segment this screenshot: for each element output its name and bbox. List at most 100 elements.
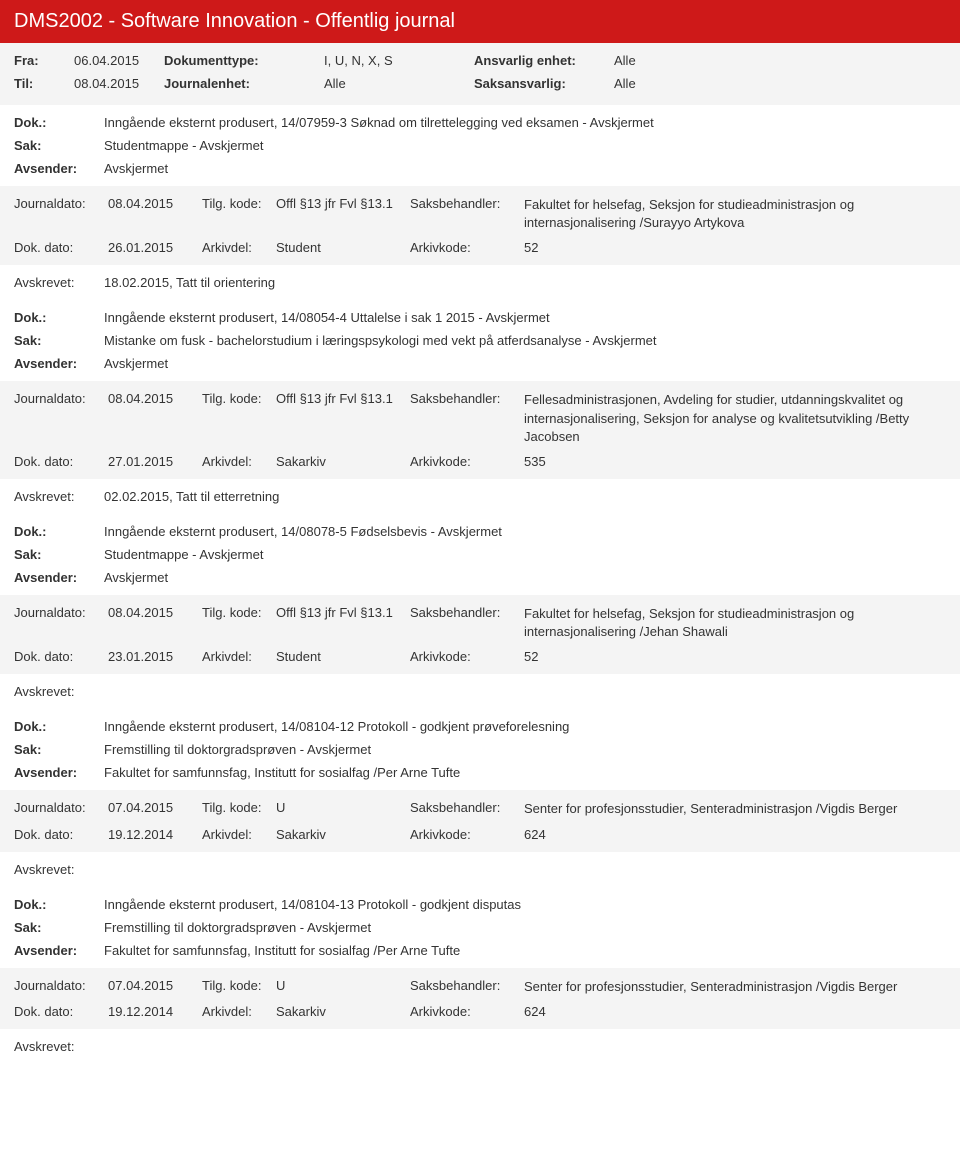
- avskrevet-value: 18.02.2015, Tatt til orientering: [104, 275, 946, 290]
- arkivkode-label: Arkivkode:: [410, 240, 520, 255]
- dok-dato-label: Dok. dato:: [14, 1004, 104, 1019]
- sak-value: Mistanke om fusk - bachelorstudium i lær…: [104, 333, 946, 348]
- header-meta: Fra: 06.04.2015 Dokumenttype: I, U, N, X…: [0, 43, 960, 105]
- arkivkode-value: 624: [524, 827, 584, 842]
- saksbehandler-value: Senter for profesjonsstudier, Senteradmi…: [524, 800, 946, 818]
- avskrevet-label: Avskrevet:: [14, 684, 104, 699]
- journaldato-value: 08.04.2015: [108, 605, 198, 620]
- arkivdel-label: Arkivdel:: [202, 240, 272, 255]
- arkivkode-label: Arkivkode:: [410, 649, 520, 664]
- sak-value: Studentmappe - Avskjermet: [104, 547, 946, 562]
- journaldato-label: Journaldato:: [14, 196, 104, 211]
- journaldato-value: 07.04.2015: [108, 978, 198, 993]
- journal-entry: Dok.: Inngående eksternt produsert, 14/0…: [0, 514, 960, 709]
- arkivdel-label: Arkivdel:: [202, 1004, 272, 1019]
- journaldato-value: 08.04.2015: [108, 391, 198, 406]
- dok-dato-label: Dok. dato:: [14, 454, 104, 469]
- page-title: DMS2002 - Software Innovation - Offentli…: [0, 0, 960, 43]
- journaldato-label: Journaldato:: [14, 605, 104, 620]
- dok-dato-label: Dok. dato:: [14, 827, 104, 842]
- avsender-value: Avskjermet: [104, 356, 946, 371]
- tilg-kode-label: Tilg. kode:: [202, 196, 272, 211]
- journaldato-value: 08.04.2015: [108, 196, 198, 211]
- tilg-kode-label: Tilg. kode:: [202, 391, 272, 406]
- dok-dato-label: Dok. dato:: [14, 649, 104, 664]
- saksbehandler-value: Senter for profesjonsstudier, Senteradmi…: [524, 978, 946, 996]
- saksbehandler-label: Saksbehandler:: [410, 391, 520, 406]
- arkivkode-value: 624: [524, 1004, 584, 1019]
- avskrevet-label: Avskrevet:: [14, 862, 104, 877]
- journaldato-value: 07.04.2015: [108, 800, 198, 815]
- dok-value: Inngående eksternt produsert, 14/08054-4…: [104, 310, 946, 325]
- avskrevet-label: Avskrevet:: [14, 489, 104, 504]
- arkivkode-value: 535: [524, 454, 584, 469]
- avsender-label: Avsender:: [14, 943, 104, 958]
- avsender-value: Fakultet for samfunnsfag, Institutt for …: [104, 765, 946, 780]
- dok-dato-value: 19.12.2014: [108, 827, 198, 842]
- sak-label: Sak:: [14, 920, 104, 935]
- arkivdel-label: Arkivdel:: [202, 649, 272, 664]
- tilg-kode-value: U: [276, 800, 406, 815]
- fra-label: Fra:: [14, 53, 74, 68]
- dok-dato-value: 26.01.2015: [108, 240, 198, 255]
- doktype-label: Dokumenttype:: [164, 53, 324, 68]
- saksbehandler-value: Fellesadministrasjonen, Avdeling for stu…: [524, 391, 946, 446]
- dok-label: Dok.:: [14, 310, 104, 325]
- saksbehandler-value: Fakultet for helsefag, Seksjon for studi…: [524, 605, 946, 641]
- sak-value: Fremstilling til doktorgradsprøven - Avs…: [104, 742, 946, 757]
- dok-value: Inngående eksternt produsert, 14/08104-1…: [104, 719, 946, 734]
- sak-value: Studentmappe - Avskjermet: [104, 138, 946, 153]
- sak-label: Sak:: [14, 547, 104, 562]
- dok-label: Dok.:: [14, 524, 104, 539]
- avsender-label: Avsender:: [14, 765, 104, 780]
- dok-value: Inngående eksternt produsert, 14/07959-3…: [104, 115, 946, 130]
- sak-value: Fremstilling til doktorgradsprøven - Avs…: [104, 920, 946, 935]
- avsender-label: Avsender:: [14, 161, 104, 176]
- journal-entry: Dok.: Inngående eksternt produsert, 14/0…: [0, 709, 960, 886]
- entries-list: Dok.: Inngående eksternt produsert, 14/0…: [0, 105, 960, 1064]
- ansvarlig-value: Alle: [614, 53, 674, 68]
- til-label: Til:: [14, 76, 74, 91]
- dok-value: Inngående eksternt produsert, 14/08078-5…: [104, 524, 946, 539]
- dok-dato-label: Dok. dato:: [14, 240, 104, 255]
- journal-entry: Dok.: Inngående eksternt produsert, 14/0…: [0, 300, 960, 514]
- doktype-value: I, U, N, X, S: [324, 53, 474, 68]
- journaldato-label: Journaldato:: [14, 391, 104, 406]
- dok-value: Inngående eksternt produsert, 14/08104-1…: [104, 897, 946, 912]
- avskrevet-label: Avskrevet:: [14, 1039, 104, 1054]
- journaldato-label: Journaldato:: [14, 978, 104, 993]
- sak-label: Sak:: [14, 742, 104, 757]
- dok-dato-value: 27.01.2015: [108, 454, 198, 469]
- journal-entry: Dok.: Inngående eksternt produsert, 14/0…: [0, 887, 960, 1064]
- sak-label: Sak:: [14, 138, 104, 153]
- journalenhet-value: Alle: [324, 76, 474, 91]
- arkivdel-label: Arkivdel:: [202, 827, 272, 842]
- dok-dato-value: 19.12.2014: [108, 1004, 198, 1019]
- tilg-kode-label: Tilg. kode:: [202, 978, 272, 993]
- tilg-kode-value: Offl §13 jfr Fvl §13.1: [276, 391, 406, 406]
- arkivkode-value: 52: [524, 649, 584, 664]
- ansvarlig-label: Ansvarlig enhet:: [474, 53, 614, 68]
- til-value: 08.04.2015: [74, 76, 164, 91]
- arkivdel-value: Sakarkiv: [276, 454, 406, 469]
- tilg-kode-label: Tilg. kode:: [202, 605, 272, 620]
- avskrevet-label: Avskrevet:: [14, 275, 104, 290]
- dok-label: Dok.:: [14, 897, 104, 912]
- arkivkode-label: Arkivkode:: [410, 454, 520, 469]
- saksansvarlig-label: Saksansvarlig:: [474, 76, 614, 91]
- journaldato-label: Journaldato:: [14, 800, 104, 815]
- avskrevet-value: 02.02.2015, Tatt til etterretning: [104, 489, 946, 504]
- saksansvarlig-value: Alle: [614, 76, 674, 91]
- dok-dato-value: 23.01.2015: [108, 649, 198, 664]
- dok-label: Dok.:: [14, 719, 104, 734]
- arkivdel-value: Sakarkiv: [276, 827, 406, 842]
- arkivdel-value: Student: [276, 649, 406, 664]
- dok-label: Dok.:: [14, 115, 104, 130]
- arkivdel-label: Arkivdel:: [202, 454, 272, 469]
- saksbehandler-label: Saksbehandler:: [410, 196, 520, 211]
- avsender-label: Avsender:: [14, 356, 104, 371]
- saksbehandler-label: Saksbehandler:: [410, 800, 520, 815]
- avsender-value: Fakultet for samfunnsfag, Institutt for …: [104, 943, 946, 958]
- journalenhet-label: Journalenhet:: [164, 76, 324, 91]
- tilg-kode-label: Tilg. kode:: [202, 800, 272, 815]
